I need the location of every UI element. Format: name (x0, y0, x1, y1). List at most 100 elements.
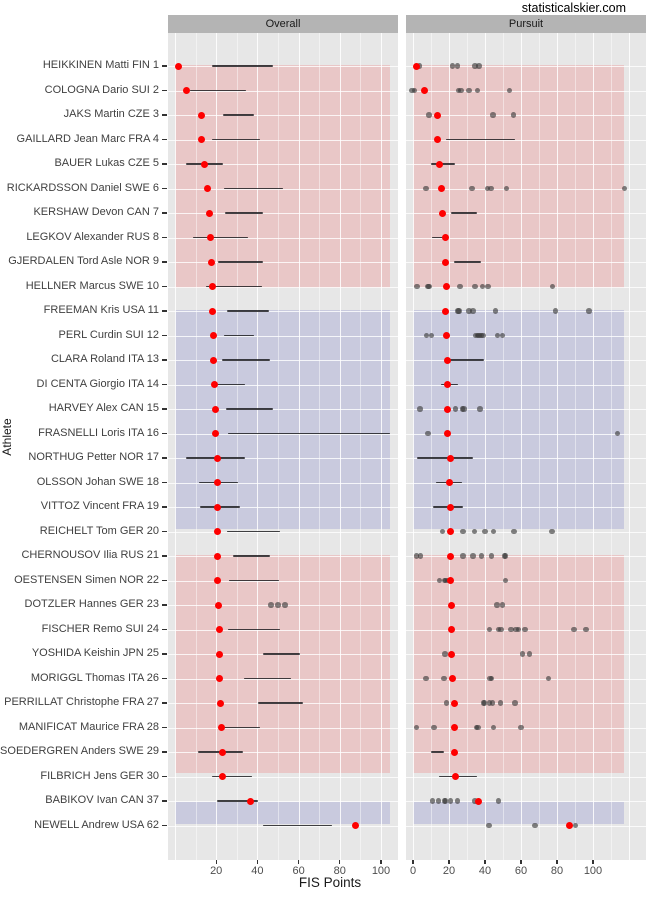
median-point (213, 528, 221, 535)
gridline-row (406, 115, 646, 116)
range-line (211, 138, 261, 141)
race-point (458, 87, 464, 94)
athlete-label: CLARA Roland ITA 13 (50, 353, 159, 365)
median-point (450, 699, 458, 707)
gridline-row (168, 580, 398, 582)
gridline-row (406, 752, 646, 753)
gridline-minor (236, 33, 238, 860)
race-point (497, 700, 504, 706)
gridline-row (168, 458, 398, 459)
race-point (502, 553, 509, 559)
athlete-label: LEGKOV Alexander RUS 8 (26, 230, 159, 243)
gridline-row (168, 311, 398, 312)
gridline-major (557, 33, 558, 860)
range-line (430, 751, 444, 753)
median-point (214, 552, 222, 560)
y-axis-tick (162, 285, 167, 288)
gridline-minor (467, 33, 468, 860)
y-axis-tick (162, 334, 167, 337)
athlete-label: OESTENSEN Simen NOR 22 (14, 573, 159, 586)
median-point (446, 454, 454, 462)
range-line (224, 334, 255, 337)
gridline-row (406, 776, 646, 778)
gridline-row (168, 139, 398, 141)
gridline-row (406, 654, 646, 655)
median-point (204, 185, 212, 192)
median-point (447, 552, 455, 560)
race-point (499, 602, 506, 608)
gridline-row (406, 605, 646, 606)
x-tick-label: 80 (550, 865, 564, 877)
y-axis-tick (162, 261, 167, 263)
x-axis-tick (215, 860, 217, 864)
y-axis-tick (162, 481, 167, 484)
race-point (518, 724, 524, 731)
gridline-row (168, 360, 398, 361)
gridline-row (406, 213, 646, 214)
athlete-label: HEIKKINEN Matti FIN 1 (42, 59, 159, 71)
race-point (429, 798, 435, 804)
gridline-row (406, 360, 646, 361)
race-point (488, 185, 494, 192)
gridline-row (406, 433, 646, 435)
median-point (216, 650, 224, 658)
race-point (494, 602, 500, 608)
race-point (443, 700, 450, 706)
gridline-row (168, 727, 398, 729)
race-point (447, 798, 454, 804)
athlete-label: BABIKOV Ivan CAN 37 (45, 794, 159, 806)
race-point (481, 700, 488, 706)
panel-strip-pursuit: Pursuit (406, 15, 646, 33)
race-point (502, 577, 509, 584)
y-axis-tick (162, 457, 167, 459)
y-axis-tick (162, 530, 167, 533)
race-point (466, 87, 472, 94)
race-point (460, 528, 466, 535)
range-line (225, 212, 264, 214)
range-line (450, 212, 477, 214)
gridline-row (406, 580, 646, 582)
race-point (268, 602, 274, 608)
athlete-label: COLOGNA Dario SUI 2 (44, 83, 159, 96)
median-point (218, 724, 226, 731)
athlete-label: DI CENTA Giorgio ITA 14 (36, 377, 159, 390)
gridline-row (406, 335, 646, 337)
gridline-row (406, 188, 646, 190)
y-axis-tick (162, 579, 167, 582)
x-axis-tick (448, 860, 450, 864)
race-point (470, 553, 476, 559)
range-line (263, 824, 332, 827)
median-point (198, 111, 206, 119)
y-axis-tick (162, 432, 167, 435)
race-point (413, 724, 420, 731)
race-point (466, 308, 472, 314)
panel-overall (168, 33, 398, 860)
x-axis-tick (412, 860, 414, 864)
median-point (213, 454, 221, 462)
median-point (174, 62, 182, 70)
gridline-minor (611, 33, 612, 860)
median-point (439, 209, 447, 217)
x-tick-label: 100 (371, 865, 391, 877)
median-point (448, 650, 456, 658)
gridline-row (168, 531, 398, 533)
y-axis-tick (162, 555, 167, 557)
y-axis-tick (162, 138, 167, 141)
median-point (445, 479, 453, 486)
race-point (614, 430, 621, 437)
median-point (213, 503, 221, 511)
range-line (221, 359, 270, 361)
gridline-minor (539, 33, 540, 860)
y-axis-tick (162, 383, 167, 386)
athlete-label: MORIGGL Thomas ITA 26 (30, 671, 159, 684)
race-point (449, 63, 456, 69)
gridline-row (168, 801, 398, 802)
x-tick-label: 100 (583, 865, 603, 877)
gridline-minor (278, 33, 279, 860)
athlete-label: OLSSON Johan SWE 18 (36, 475, 159, 488)
highlight-band-lavender (175, 802, 391, 824)
median-point (211, 430, 219, 437)
athlete-label: RICKARDSSON Daniel SWE 6 (6, 181, 159, 194)
race-point (469, 185, 475, 192)
gridline-major (257, 33, 259, 860)
